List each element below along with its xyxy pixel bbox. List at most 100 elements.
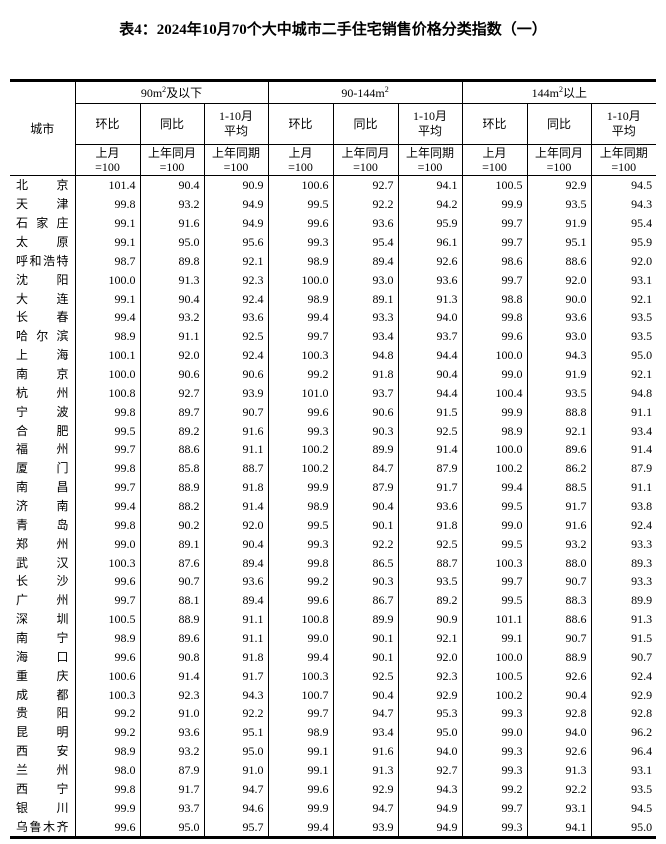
index-value: 93.6 xyxy=(203,572,269,591)
index-value: 93.3 xyxy=(590,534,657,554)
city-header: 城市 xyxy=(10,79,75,176)
index-value: 100.3 xyxy=(74,553,140,573)
index-value: 91.1 xyxy=(139,326,204,346)
index-value: 84.7 xyxy=(332,458,399,478)
index-value: 95.6 xyxy=(203,232,269,252)
index-value: 92.0 xyxy=(590,251,657,271)
index-value: 92.9 xyxy=(397,685,463,705)
base-header: 上年同期 =100 xyxy=(590,144,657,176)
index-value: 93.0 xyxy=(526,326,592,346)
city-name: 北京 xyxy=(16,178,69,193)
table-row: 海口 99.6 90.8 91.8 99.4 90.1 92.0 100.0 88.9 90.7 xyxy=(10,647,657,667)
index-value: 99.3 xyxy=(461,741,528,761)
index-value: 100.0 xyxy=(267,270,334,290)
index-value: 99.5 xyxy=(461,534,528,554)
index-value: 99.9 xyxy=(461,194,528,214)
index-value: 94.7 xyxy=(332,798,399,818)
index-value: 94.0 xyxy=(397,741,463,761)
city-name: 济南 xyxy=(16,499,69,514)
index-value: 89.3 xyxy=(590,553,657,573)
index-value: 99.8 xyxy=(74,402,140,422)
index-value: 90.4 xyxy=(397,364,463,384)
index-value: 91.3 xyxy=(139,270,204,290)
index-value: 99.7 xyxy=(461,572,528,591)
index-value: 91.4 xyxy=(139,666,204,686)
city-name: 武汉 xyxy=(16,555,69,570)
index-value: 95.1 xyxy=(203,722,269,742)
index-value: 99.4 xyxy=(267,647,334,667)
index-value: 92.9 xyxy=(590,685,657,705)
index-value: 94.1 xyxy=(526,817,592,840)
table-row: 长沙 99.6 90.7 93.6 99.2 90.3 93.5 99.7 90.7 93.3 xyxy=(10,572,657,591)
index-value: 95.4 xyxy=(590,213,657,233)
index-value: 93.4 xyxy=(332,326,399,346)
city-name: 上海 xyxy=(16,348,69,363)
index-value: 93.5 xyxy=(590,779,657,799)
table-row: 济南 99.4 88.2 91.4 98.9 90.4 93.6 99.5 91.7 93.8 xyxy=(10,496,657,516)
index-value: 98.6 xyxy=(461,251,528,271)
table-row: 银川 99.9 93.7 94.6 99.9 94.7 94.9 99.7 93.1 94.5 xyxy=(10,798,657,818)
index-value: 91.1 xyxy=(590,477,657,497)
index-value: 90.9 xyxy=(203,175,269,195)
index-value: 91.0 xyxy=(139,704,204,723)
index-value: 93.1 xyxy=(590,270,657,290)
index-value: 93.2 xyxy=(139,194,204,214)
index-value: 88.3 xyxy=(526,590,592,610)
index-value: 94.5 xyxy=(590,798,657,818)
index-value: 99.1 xyxy=(267,760,334,780)
index-value: 99.9 xyxy=(461,402,528,422)
index-value: 99.6 xyxy=(267,213,334,233)
base-header: 上年同月 =100 xyxy=(332,144,399,176)
index-value: 89.4 xyxy=(203,553,269,573)
index-value: 99.9 xyxy=(74,798,140,818)
index-value: 99.5 xyxy=(267,194,334,214)
table-row: 深圳 100.5 88.9 91.1 100.8 89.9 90.9 101.1 88.6 91.… xyxy=(10,609,657,629)
index-value: 99.5 xyxy=(74,421,140,441)
index-value: 99.6 xyxy=(74,817,140,840)
index-value: 92.0 xyxy=(203,515,269,535)
index-value: 87.9 xyxy=(397,458,463,478)
index-value: 98.0 xyxy=(74,760,140,780)
base-header: 上年同期 =100 xyxy=(397,144,463,176)
index-value: 93.2 xyxy=(139,308,204,327)
index-value: 93.6 xyxy=(139,722,204,742)
city-name: 南昌 xyxy=(16,480,69,495)
index-value: 88.6 xyxy=(526,251,592,271)
index-value: 93.7 xyxy=(332,383,399,403)
index-value: 94.5 xyxy=(590,175,657,195)
group-header: 90m2及以下 xyxy=(74,79,269,104)
index-value: 99.2 xyxy=(267,572,334,591)
index-value: 93.2 xyxy=(526,534,592,554)
index-value: 99.1 xyxy=(461,628,528,648)
index-value: 95.0 xyxy=(397,722,463,742)
index-value: 90.2 xyxy=(139,515,204,535)
index-value: 90.1 xyxy=(332,515,399,535)
index-value: 95.0 xyxy=(203,741,269,761)
index-value: 93.6 xyxy=(203,308,269,327)
index-value: 91.8 xyxy=(203,477,269,497)
index-value: 90.7 xyxy=(526,628,592,648)
city-name: 成都 xyxy=(16,687,69,702)
index-value: 90.8 xyxy=(139,647,204,667)
metric-header: 1-10月 平均 xyxy=(397,103,463,145)
index-value: 87.6 xyxy=(139,553,204,573)
index-value: 99.9 xyxy=(267,477,334,497)
index-value: 93.7 xyxy=(139,798,204,818)
index-value: 92.1 xyxy=(526,421,592,441)
index-value: 93.1 xyxy=(526,798,592,818)
index-value: 99.6 xyxy=(267,779,334,799)
index-value: 101.4 xyxy=(74,175,140,195)
index-value: 88.1 xyxy=(139,590,204,610)
index-value: 90.7 xyxy=(590,647,657,667)
index-value: 98.7 xyxy=(74,251,140,271)
index-value: 91.9 xyxy=(526,364,592,384)
table-body: 北京 101.4 90.4 90.9 100.6 92.7 94.1 100.5 92.9 94.… xyxy=(10,175,657,840)
index-value: 91.8 xyxy=(203,647,269,667)
index-value: 95.3 xyxy=(397,704,463,723)
index-value: 92.3 xyxy=(203,270,269,290)
city-name: 贵阳 xyxy=(16,706,69,721)
index-value: 90.4 xyxy=(526,685,592,705)
index-value: 88.7 xyxy=(203,458,269,478)
index-value: 94.0 xyxy=(526,722,592,742)
city-name: 银川 xyxy=(16,800,69,815)
